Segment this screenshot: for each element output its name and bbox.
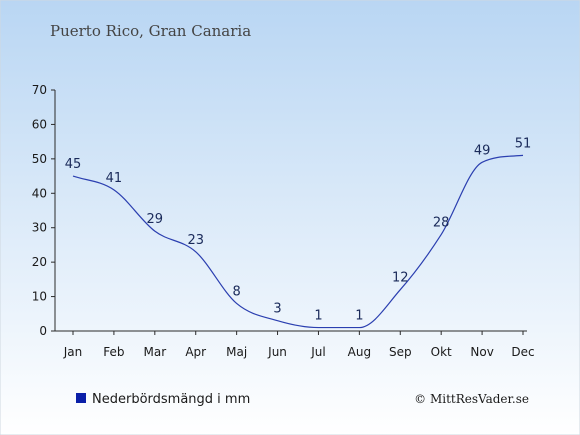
credit-text: © MittResVader.se xyxy=(414,392,529,406)
series-layer xyxy=(72,154,524,329)
data-point xyxy=(399,289,401,291)
data-point xyxy=(317,327,319,329)
y-tick-label: 70 xyxy=(32,83,47,97)
data-point xyxy=(72,175,74,177)
y-tick-label: 0 xyxy=(39,324,47,338)
data-label: 1 xyxy=(355,309,363,324)
x-axis: Jan Feb Mar Apr Maj Jun Jul Aug Sep Okt Nov Dec xyxy=(55,330,535,359)
data-label: 28 xyxy=(433,216,450,231)
x-tick-label: Jul xyxy=(310,345,325,359)
data-point xyxy=(154,230,156,232)
x-tick-label: Maj xyxy=(226,345,247,359)
y-tick-label: 20 xyxy=(32,255,47,269)
y-tick-label: 60 xyxy=(32,117,47,131)
x-tick-label: Aug xyxy=(348,345,371,359)
y-tick-label: 50 xyxy=(32,152,47,166)
data-point xyxy=(358,327,360,329)
legend: Nederbördsmängd i mm xyxy=(76,392,250,407)
y-tick-label: 30 xyxy=(32,221,47,235)
data-point xyxy=(195,251,197,253)
data-label: 41 xyxy=(106,171,123,186)
data-point xyxy=(440,234,442,236)
data-point xyxy=(481,161,483,163)
y-tick-label: 40 xyxy=(32,186,47,200)
x-tick-label: Mar xyxy=(143,345,166,359)
x-tick-label: Sep xyxy=(389,345,412,359)
series-line xyxy=(72,154,524,329)
legend-marker xyxy=(76,393,86,403)
y-tick-label: 10 xyxy=(32,290,47,304)
x-tick-label: Dec xyxy=(511,345,534,359)
x-tick-label: Jun xyxy=(267,345,287,359)
data-point xyxy=(277,320,279,322)
x-tick-label: Okt xyxy=(431,345,452,359)
chart-title: Puerto Rico, Gran Canaria xyxy=(50,22,251,40)
data-label: 49 xyxy=(474,143,491,158)
x-tick-label: Feb xyxy=(103,345,124,359)
data-label: 8 xyxy=(232,284,240,299)
data-label: 51 xyxy=(515,136,532,151)
data-label: 12 xyxy=(392,271,409,286)
data-label: 23 xyxy=(187,233,204,248)
data-label: 3 xyxy=(273,302,281,317)
data-point xyxy=(236,302,238,304)
legend-label: Nederbördsmängd i mm xyxy=(92,392,250,407)
data-label: 29 xyxy=(147,212,164,227)
x-tick-label: Apr xyxy=(185,345,206,359)
y-axis: 0 10 20 30 40 50 60 70 xyxy=(32,83,56,338)
data-point xyxy=(522,154,524,156)
x-tick-label: Nov xyxy=(470,345,493,359)
data-point xyxy=(113,189,115,191)
x-tick-label: Jan xyxy=(63,345,83,359)
data-labels: 45 41 29 23 8 3 1 1 12 28 49 51 xyxy=(65,136,532,323)
data-label: 45 xyxy=(65,157,82,172)
data-label: 1 xyxy=(314,309,322,324)
